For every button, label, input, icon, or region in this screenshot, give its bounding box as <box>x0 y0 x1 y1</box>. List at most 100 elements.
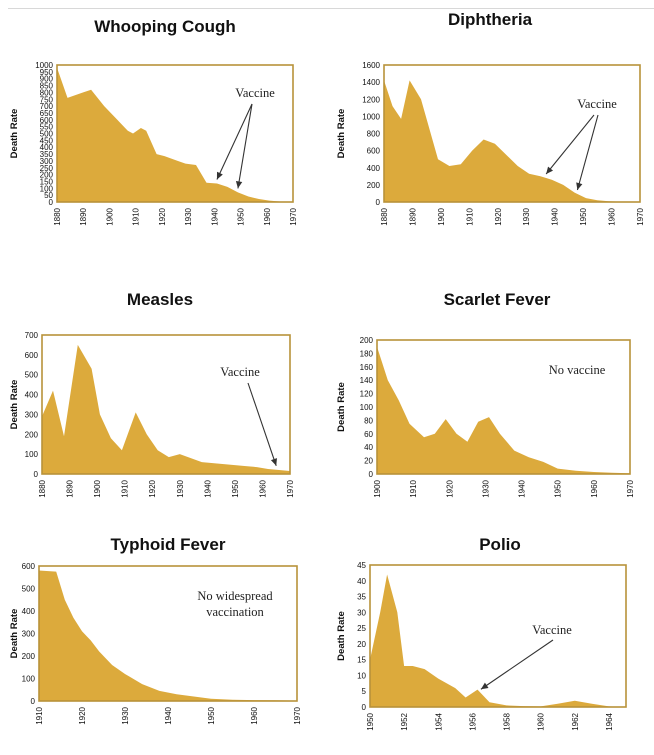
x-tick-label: 1930 <box>176 479 185 497</box>
y-axis-label: Death Rate <box>336 382 347 432</box>
annotation-text: vaccination <box>206 605 264 619</box>
y-tick-label: 0 <box>31 697 36 706</box>
x-tick-label: 1920 <box>78 706 87 724</box>
y-tick-label: 20 <box>357 640 366 649</box>
y-tick-label: 600 <box>22 562 36 571</box>
polio-svg: Polio 0 5 10 15 20 25 30 35 40 45 1950 1952 1954 1956 1… <box>336 535 627 731</box>
y-tick-label: 120 <box>360 390 374 399</box>
annotation-arrow <box>576 114 599 191</box>
y-axis-label: Death Rate <box>9 380 20 430</box>
x-tick-label: 1940 <box>164 706 173 724</box>
plot-frame <box>56 64 294 203</box>
y-tick-label: 800 <box>40 88 54 97</box>
annotation-text: No widespread <box>197 589 273 603</box>
y-tick-label: 400 <box>22 607 36 616</box>
x-tick-label: 1970 <box>293 706 302 724</box>
x-tick-label: 1930 <box>481 479 490 497</box>
y-tick-label: 250 <box>40 164 54 173</box>
arrowhead <box>216 171 223 180</box>
annotation-text: No vaccine <box>549 363 606 377</box>
area-series <box>384 80 638 202</box>
top-divider <box>8 8 654 9</box>
x-tick-label: 1960 <box>590 479 599 497</box>
y-tick-label: 600 <box>25 351 39 360</box>
x-tick-label: 1890 <box>66 479 75 497</box>
measles-svg: Measles 0 100 200 300 400 500 600 700 1880 1890 190… <box>9 290 295 498</box>
y-tick-label: 1600 <box>362 61 380 70</box>
y-tick-label: 5 <box>362 687 367 696</box>
annotation-arrow <box>545 114 595 175</box>
y-tick-label: 140 <box>360 376 374 385</box>
x-tick-label: 1960 <box>608 207 617 225</box>
chart-title: Diphtheria <box>448 10 533 29</box>
y-axis-label: Death Rate <box>9 109 20 159</box>
chart-title: Scarlet Fever <box>444 290 551 309</box>
y-tick-label: 0 <box>34 470 39 479</box>
x-tick-label: 1950 <box>237 207 246 225</box>
y-tick-label: 750 <box>40 95 54 104</box>
plot-frame <box>41 334 291 475</box>
y-tick-label: 40 <box>364 443 373 452</box>
y-tick-label: 0 <box>362 703 367 712</box>
area-series <box>370 574 626 707</box>
y-tick-label: 400 <box>25 391 39 400</box>
x-tick-label: 1964 <box>605 712 614 730</box>
y-tick-label: 0 <box>369 470 374 479</box>
y-tick-label: 200 <box>40 171 54 180</box>
y-tick-label: 300 <box>40 157 54 166</box>
y-tick-label: 600 <box>40 116 54 125</box>
y-tick-label: 160 <box>360 363 374 372</box>
x-tick-label: 1930 <box>121 706 130 724</box>
y-tick-label: 800 <box>367 130 381 139</box>
x-tick-label: 1950 <box>207 706 216 724</box>
annotation-arrow <box>237 103 253 189</box>
chart-title: Whooping Cough <box>94 17 236 36</box>
y-tick-label: 900 <box>40 75 54 84</box>
chart-title: Measles <box>127 290 193 309</box>
y-tick-label: 850 <box>40 82 54 91</box>
y-tick-label: 1200 <box>362 95 380 104</box>
x-tick-label: 1940 <box>518 479 527 497</box>
y-tick-label: 400 <box>40 143 54 152</box>
x-tick-label: 1910 <box>409 479 418 497</box>
annotation-arrow <box>216 103 253 180</box>
x-tick-label: 1940 <box>551 207 560 225</box>
x-tick-label: 1940 <box>210 207 219 225</box>
y-tick-label: 1000 <box>35 61 53 70</box>
x-tick-label: 1900 <box>93 479 102 497</box>
x-tick-label: 1900 <box>105 207 114 225</box>
plot-frame <box>383 64 641 203</box>
x-tick-label: 1970 <box>289 207 298 225</box>
y-tick-label: 30 <box>357 608 366 617</box>
x-tick-label: 1930 <box>522 207 531 225</box>
y-axis-label: Death Rate <box>9 609 20 659</box>
arrowhead <box>576 182 583 190</box>
x-tick-label: 1930 <box>184 207 193 225</box>
area-series <box>42 344 290 474</box>
chart-scarlet-fever: Scarlet Fever 0 20 40 60 80 100 120 140 160 180 200… <box>327 270 654 515</box>
plot-frame <box>369 564 627 708</box>
y-tick-label: 100 <box>25 450 39 459</box>
y-tick-label: 45 <box>357 561 366 570</box>
y-tick-label: 15 <box>357 656 366 665</box>
chart-title: Typhoid Fever <box>111 535 226 554</box>
y-tick-label: 700 <box>25 331 39 340</box>
y-tick-label: 550 <box>40 123 54 132</box>
y-tick-label: 100 <box>40 184 54 193</box>
x-tick-label: 1970 <box>636 207 645 225</box>
y-tick-label: 500 <box>40 130 54 139</box>
x-tick-label: 1890 <box>79 207 88 225</box>
y-tick-label: 600 <box>367 147 381 156</box>
chart-diphtheria: Diphtheria 0 200 400 600 800 1000 1200 1400 1600 1… <box>327 0 654 270</box>
y-tick-label: 350 <box>40 150 54 159</box>
y-tick-label: 20 <box>364 457 373 466</box>
y-axis-label: Death Rate <box>336 109 347 159</box>
plot-frame <box>376 339 631 475</box>
y-tick-label: 500 <box>25 371 39 380</box>
x-tick-label: 1950 <box>366 712 375 730</box>
y-tick-label: 1000 <box>362 112 380 121</box>
x-tick-label: 1900 <box>437 207 446 225</box>
y-tick-label: 40 <box>357 577 366 586</box>
y-tick-label: 0 <box>49 198 54 207</box>
chart-whooping-cough: Whooping Cough 0 50 100 150 200 250 300 350 400 45… <box>0 0 327 270</box>
